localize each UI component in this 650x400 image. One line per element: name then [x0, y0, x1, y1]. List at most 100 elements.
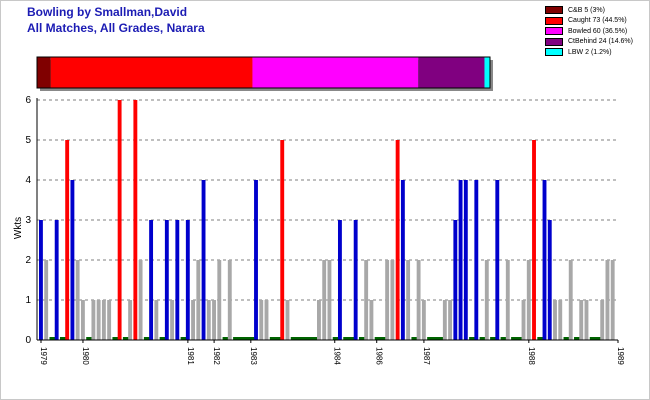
stacked-segment-ctbehind — [418, 57, 485, 88]
bar-zero — [159, 337, 166, 340]
legend-label-cb: C&B 5 (3%) — [568, 6, 605, 14]
bar-grey — [605, 260, 610, 340]
bar-zero — [537, 337, 543, 340]
bar-zero — [49, 337, 56, 340]
bar-grey — [369, 300, 374, 340]
bar-red — [280, 140, 285, 340]
bar-zero — [112, 337, 119, 340]
bar-zero — [411, 337, 418, 340]
bar-blue — [542, 180, 547, 340]
bar-zero — [343, 337, 349, 340]
bar-red — [133, 100, 138, 340]
bar-zero — [290, 337, 297, 340]
y-axis-label: Wkts — [13, 217, 24, 239]
bar-blue — [400, 180, 405, 340]
bar-zero — [427, 337, 433, 340]
bar-blue — [337, 220, 342, 340]
bar-grey — [558, 300, 563, 340]
bar-grey — [385, 260, 390, 340]
bar-blue — [175, 220, 180, 340]
y-tick-label: 6 — [25, 95, 31, 106]
y-tick-label: 4 — [25, 175, 31, 186]
x-tick-label: 1981 — [186, 347, 195, 365]
bar-grey — [416, 260, 421, 340]
bar-blue — [54, 220, 59, 340]
bar-grey — [191, 300, 195, 340]
x-tick-label: 1984 — [333, 347, 342, 365]
bar-zero — [233, 337, 239, 340]
bar-zero — [574, 337, 580, 340]
bar-blue — [201, 180, 206, 340]
bar-grey — [170, 300, 175, 340]
bar-zero — [379, 337, 386, 340]
bar-red — [65, 140, 70, 340]
x-tick-label: 1986 — [375, 347, 384, 365]
bar-grey — [322, 260, 327, 340]
bar-grey — [584, 300, 589, 340]
bar-grey — [217, 260, 222, 340]
legend: C&B 5 (3%) Caught 73 (44.5%) Bowled 60 (… — [545, 5, 633, 58]
stacked-segment-bowled — [252, 57, 419, 88]
bar-grey — [568, 260, 573, 340]
stacked-segment-cb — [37, 57, 51, 88]
bar-zero — [248, 337, 255, 340]
bar-red — [117, 100, 122, 340]
bar-blue — [149, 220, 154, 340]
bar-grey — [259, 300, 264, 340]
bar-zero — [238, 337, 244, 340]
chart-title: Bowling by Smallman,David — [27, 5, 188, 19]
bar-zero — [122, 337, 129, 340]
stacked-segment-lbw — [484, 57, 490, 88]
bar-zero — [180, 337, 187, 340]
y-tick-label: 2 — [25, 255, 31, 266]
legend-swatch-cb — [545, 6, 563, 15]
bar-grey — [212, 300, 216, 340]
legend-swatch-lbw — [545, 48, 563, 57]
bar-grey — [390, 260, 395, 340]
bar-grey — [610, 260, 615, 340]
stacked-bar-border — [36, 56, 491, 89]
bar-zero — [500, 337, 507, 340]
bar-zero — [469, 337, 475, 340]
bar-zero — [589, 337, 596, 340]
x-tick-label: 1987 — [422, 347, 431, 365]
bar-grey — [442, 300, 447, 340]
bar-grey — [138, 260, 143, 340]
legend-swatch-bowled — [545, 27, 563, 36]
bar-zero — [348, 337, 355, 340]
bar-grey — [421, 300, 426, 340]
bar-blue — [474, 180, 479, 340]
bar-zero — [511, 337, 517, 340]
bar-red — [532, 140, 536, 340]
bar-blue — [164, 220, 169, 340]
bar-zero — [301, 337, 307, 340]
bar-grey — [448, 300, 453, 340]
bar-zero — [595, 337, 601, 340]
bar-grey — [154, 300, 159, 340]
bar-blue — [70, 180, 75, 340]
bar-grey — [75, 260, 80, 340]
bar-grey — [227, 260, 232, 340]
legend-item-cb: C&B 5 (3%) — [545, 5, 633, 16]
x-tick-label: 1989 — [616, 347, 625, 365]
bar-zero — [358, 337, 365, 340]
bar-zero — [222, 337, 229, 340]
y-tick-label: 3 — [25, 215, 31, 226]
bar-grey — [96, 300, 101, 340]
legend-item-bowled: Bowled 60 (36.5%) — [545, 26, 633, 37]
bar-grey — [521, 300, 526, 340]
bar-blue — [254, 180, 258, 340]
bar-zero — [563, 337, 570, 340]
bar-zero — [243, 337, 250, 340]
bar-zero — [269, 337, 276, 340]
legend-item-ctbehind: CtBehind 24 (14.6%) — [545, 37, 633, 48]
bar-grey — [553, 300, 557, 340]
legend-item-lbw: LBW 2 (1.2%) — [545, 47, 633, 58]
bar-grey — [579, 300, 584, 340]
bar-grey — [80, 300, 85, 340]
legend-label-ctbehind: CtBehind 24 (14.6%) — [568, 38, 633, 46]
bar-blue — [463, 180, 468, 340]
bar-grey — [44, 260, 49, 340]
bar-zero — [311, 337, 318, 340]
